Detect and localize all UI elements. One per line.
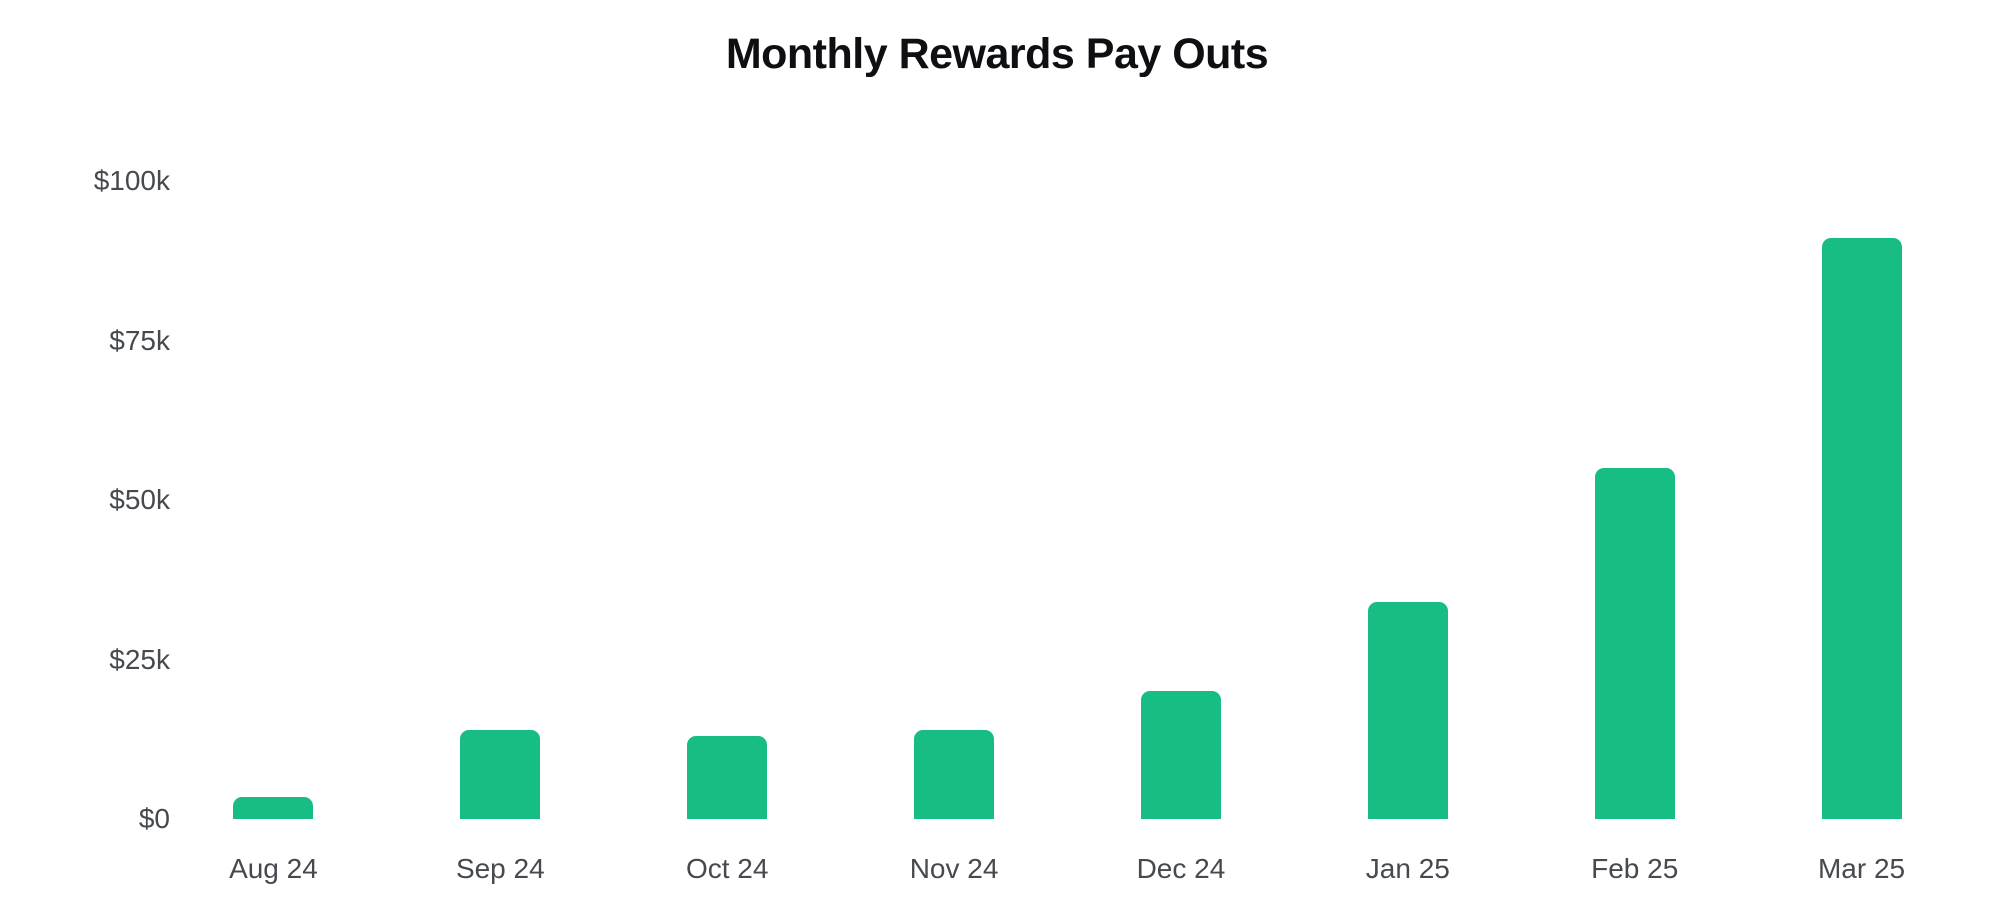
bar-mar-25	[1821, 238, 1902, 819]
y-tick-label: $0	[138, 803, 170, 834]
y-tick-label: $25k	[109, 643, 170, 675]
bar-jan-25	[1367, 602, 1448, 819]
x-tick-label: Jan 25	[1365, 853, 1450, 884]
chart-title: Monthly Rewards Pay Outs	[725, 30, 1269, 78]
bar-oct-24	[687, 736, 768, 819]
bar-feb-25	[1594, 468, 1675, 819]
y-tick-label: $100k	[93, 165, 170, 196]
x-tick-label: Oct 24	[685, 853, 769, 884]
x-tick-label: Feb 25	[1591, 853, 1679, 884]
bar-nov-24	[914, 730, 995, 819]
x-tick-label: Dec 24	[1136, 853, 1226, 884]
bar-sep-24	[460, 730, 541, 819]
x-tick-label: Aug 24	[229, 853, 318, 884]
y-tick-label: $75k	[109, 324, 170, 356]
x-tick-label: Sep 24	[455, 853, 545, 884]
x-tick-label: Mar 25	[1817, 853, 1906, 884]
bar-dec-24	[1140, 691, 1221, 819]
y-tick-label: $50k	[109, 484, 170, 515]
x-tick-label: Nov 24	[909, 853, 999, 884]
bar-aug-24	[233, 797, 314, 819]
